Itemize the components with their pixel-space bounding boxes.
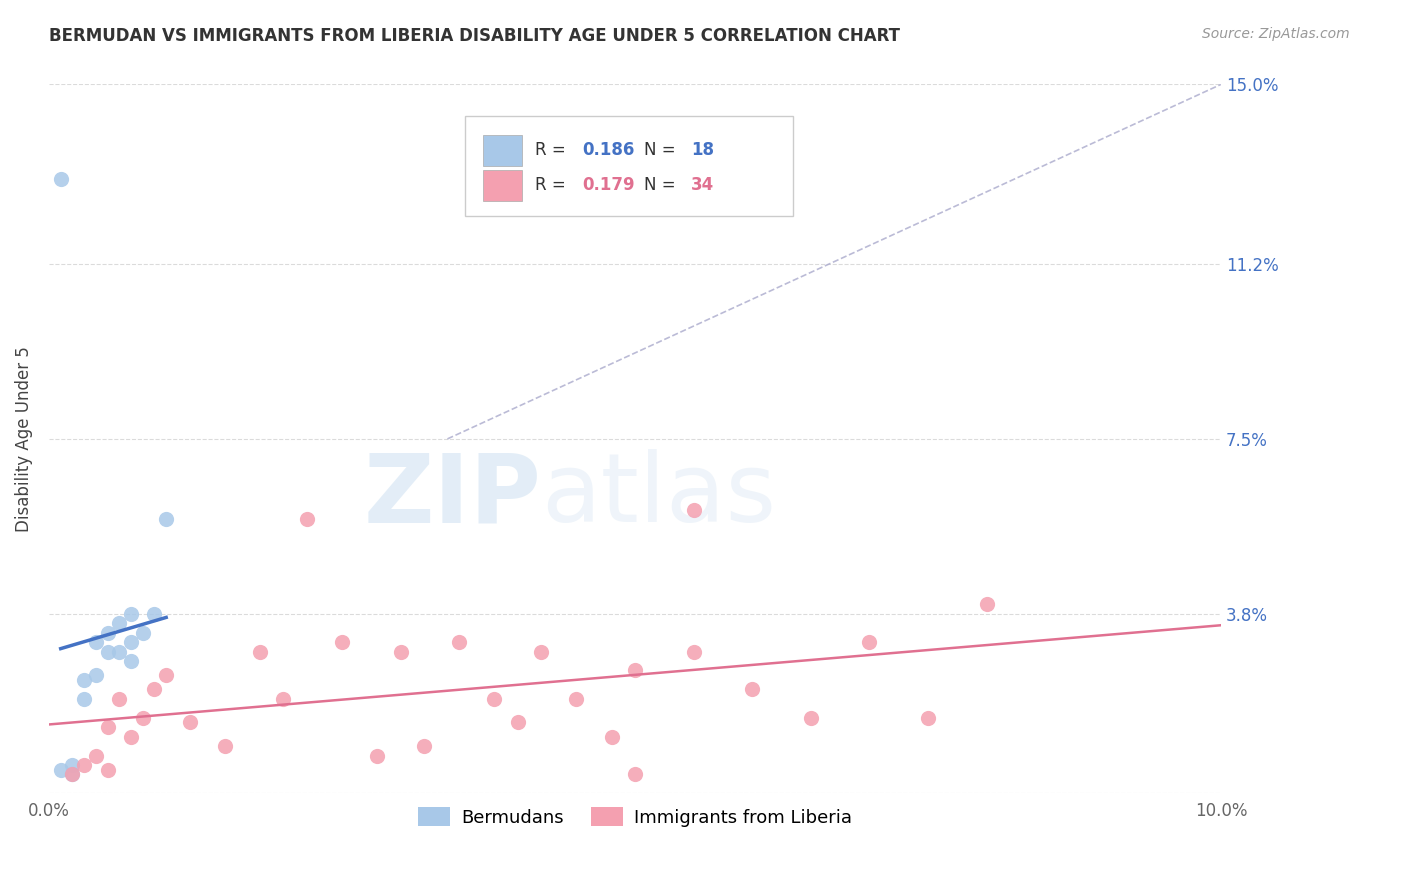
Point xyxy=(84,748,107,763)
Legend: Bermudans, Immigrants from Liberia: Bermudans, Immigrants from Liberia xyxy=(411,800,859,834)
FancyBboxPatch shape xyxy=(482,169,523,201)
Text: Source: ZipAtlas.com: Source: ZipAtlas.com xyxy=(1202,27,1350,41)
Point xyxy=(682,644,704,658)
Point xyxy=(49,763,72,777)
Point xyxy=(565,691,588,706)
Text: ZIP: ZIP xyxy=(363,449,541,542)
Text: R =: R = xyxy=(536,141,571,159)
Point xyxy=(97,625,120,640)
Point xyxy=(273,691,295,706)
Point xyxy=(366,748,388,763)
Point xyxy=(49,172,72,186)
Point xyxy=(600,730,623,744)
FancyBboxPatch shape xyxy=(482,135,523,166)
Point xyxy=(179,715,201,730)
Point xyxy=(120,730,142,744)
Point xyxy=(73,691,96,706)
Point xyxy=(249,644,271,658)
Text: N =: N = xyxy=(644,176,681,194)
Point xyxy=(143,682,166,697)
Point xyxy=(413,739,436,753)
Point xyxy=(449,635,471,649)
Point xyxy=(624,767,647,781)
Text: 34: 34 xyxy=(692,176,714,194)
Point xyxy=(62,758,84,772)
Point xyxy=(84,668,107,682)
Point xyxy=(73,673,96,687)
Point xyxy=(120,607,142,621)
Point xyxy=(800,711,823,725)
Y-axis label: Disability Age Under 5: Disability Age Under 5 xyxy=(15,346,32,532)
Point xyxy=(624,664,647,678)
Point xyxy=(389,644,412,658)
Point xyxy=(132,711,155,725)
Text: N =: N = xyxy=(644,141,681,159)
Point xyxy=(143,607,166,621)
Point xyxy=(155,512,177,526)
Point xyxy=(97,763,120,777)
Point xyxy=(214,739,236,753)
Text: BERMUDAN VS IMMIGRANTS FROM LIBERIA DISABILITY AGE UNDER 5 CORRELATION CHART: BERMUDAN VS IMMIGRANTS FROM LIBERIA DISA… xyxy=(49,27,900,45)
Text: 0.186: 0.186 xyxy=(582,141,634,159)
FancyBboxPatch shape xyxy=(465,116,793,216)
Point xyxy=(741,682,763,697)
Point xyxy=(73,758,96,772)
Point xyxy=(84,635,107,649)
Point xyxy=(62,767,84,781)
Point xyxy=(108,616,131,631)
Point xyxy=(132,625,155,640)
Point xyxy=(976,597,998,611)
Point xyxy=(108,644,131,658)
Point xyxy=(108,691,131,706)
Point xyxy=(858,635,880,649)
Point xyxy=(530,644,553,658)
Point xyxy=(295,512,318,526)
Text: R =: R = xyxy=(536,176,571,194)
Text: 0.179: 0.179 xyxy=(582,176,636,194)
Point xyxy=(120,635,142,649)
Point xyxy=(506,715,529,730)
Text: 18: 18 xyxy=(692,141,714,159)
Point xyxy=(682,503,704,517)
Point xyxy=(62,767,84,781)
Point xyxy=(97,644,120,658)
Point xyxy=(917,711,939,725)
Point xyxy=(484,691,506,706)
Point xyxy=(330,635,353,649)
Point xyxy=(97,720,120,734)
Text: atlas: atlas xyxy=(541,449,776,542)
Point xyxy=(120,654,142,668)
Point xyxy=(155,668,177,682)
